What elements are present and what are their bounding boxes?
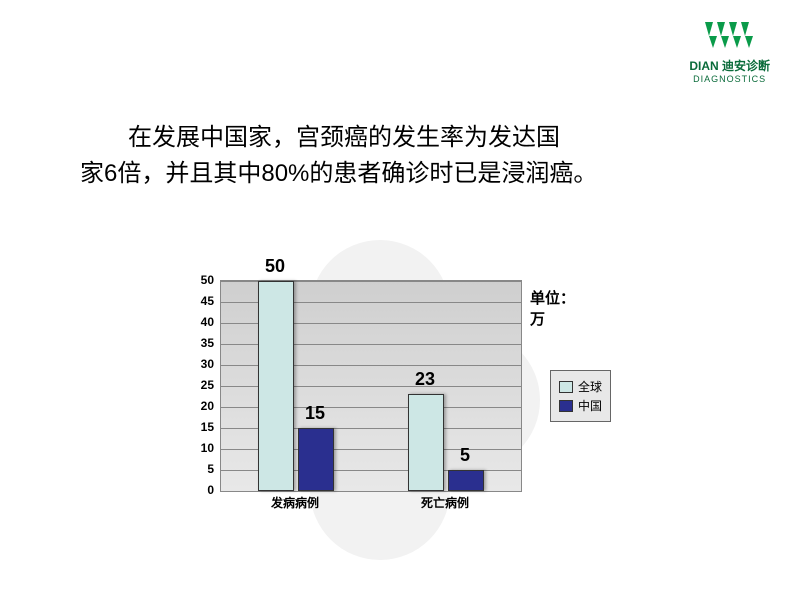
y-axis-label: 40 bbox=[180, 315, 214, 329]
y-axis-label: 5 bbox=[180, 462, 214, 476]
y-axis-label: 25 bbox=[180, 378, 214, 392]
x-axis-label: 发病病例 bbox=[255, 494, 335, 511]
slide-title: 在发展中国家，宫颈癌的发生率为发达国 家6倍，并且其中80%的患者确诊时已是浸润… bbox=[80, 120, 740, 192]
bar-value-label: 23 bbox=[405, 369, 445, 390]
bar-全球 bbox=[258, 281, 294, 491]
bar-value-label: 15 bbox=[295, 403, 335, 424]
x-axis-label: 死亡病例 bbox=[405, 494, 485, 511]
y-axis-label: 30 bbox=[180, 357, 214, 371]
unit-label: 单位： 万 bbox=[530, 288, 575, 330]
bar-中国 bbox=[298, 428, 334, 491]
chart-legend: 全球中国 bbox=[550, 370, 611, 422]
logo-brand-en: DIAGNOSTICS bbox=[689, 74, 770, 84]
bar-value-label: 50 bbox=[255, 256, 295, 277]
title-line-1: 在发展中国家，宫颈癌的发生率为发达国 bbox=[80, 124, 560, 151]
bar-全球 bbox=[408, 394, 444, 491]
logo-icon bbox=[695, 20, 765, 50]
brand-logo: DIAN 迪安诊断 DIAGNOSTICS bbox=[689, 20, 770, 84]
bar-value-label: 5 bbox=[445, 445, 485, 466]
legend-swatch bbox=[559, 381, 573, 393]
legend-label: 全球 bbox=[578, 378, 602, 395]
y-axis-label: 0 bbox=[180, 483, 214, 497]
y-axis-label: 35 bbox=[180, 336, 214, 350]
bar-chart: 0 5 10 15 20 25 30 35 40 45 50 发病病例 死亡病例 单位： 万 全球中国… bbox=[180, 260, 620, 530]
legend-label: 中国 bbox=[578, 397, 602, 414]
legend-item: 中国 bbox=[559, 397, 602, 414]
y-axis-label: 45 bbox=[180, 294, 214, 308]
y-axis-label: 20 bbox=[180, 399, 214, 413]
logo-brand-cn: DIAN 迪安诊断 bbox=[689, 57, 770, 74]
bar-中国 bbox=[448, 470, 484, 491]
title-line-2: 家6倍，并且其中80%的患者确诊时已是浸润癌。 bbox=[80, 160, 597, 187]
y-axis-label: 10 bbox=[180, 441, 214, 455]
legend-swatch bbox=[559, 400, 573, 412]
y-axis-label: 50 bbox=[180, 273, 214, 287]
legend-item: 全球 bbox=[559, 378, 602, 395]
y-axis-label: 15 bbox=[180, 420, 214, 434]
